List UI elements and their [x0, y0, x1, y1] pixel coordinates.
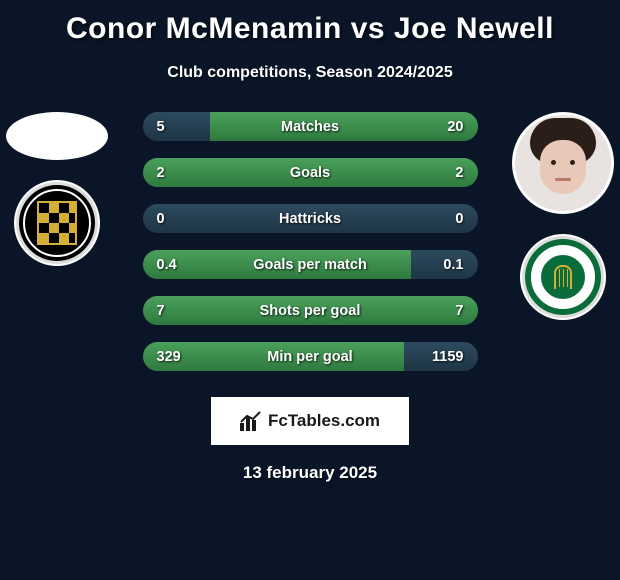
metric-bar: 0 Hattricks 0 — [143, 204, 478, 233]
bar-fill-right — [210, 112, 478, 141]
left-player-column — [2, 112, 112, 266]
metric-right-value: 0 — [455, 211, 463, 227]
subtitle: Club competitions, Season 2024/2025 — [0, 64, 620, 82]
player-face-icon — [523, 118, 603, 208]
hibernian-badge-icon — [525, 239, 601, 315]
metric-left-value: 0 — [157, 211, 165, 227]
date-label: 13 february 2025 — [0, 463, 620, 483]
right-player-column — [508, 112, 618, 320]
metric-label: Hattricks — [279, 211, 341, 227]
metric-label: Matches — [281, 119, 339, 135]
left-player-avatar — [6, 112, 108, 160]
metric-left-value: 0.4 — [157, 257, 177, 273]
st-mirren-badge-icon — [19, 185, 95, 261]
metric-bar: 329 Min per goal 1159 — [143, 342, 478, 371]
bar-fill-right — [310, 158, 478, 187]
metric-right-value: 7 — [455, 303, 463, 319]
right-player-avatar — [512, 112, 614, 214]
page-title: Conor McMenamin vs Joe Newell — [0, 12, 620, 46]
metric-left-value: 7 — [157, 303, 165, 319]
metric-right-value: 1159 — [432, 349, 463, 365]
metric-label: Goals — [290, 165, 330, 181]
bar-fill-left — [143, 158, 311, 187]
metric-bar: 5 Matches 20 — [143, 112, 478, 141]
metric-left-value: 2 — [157, 165, 165, 181]
metric-bar: 0.4 Goals per match 0.1 — [143, 250, 478, 279]
metric-left-value: 5 — [157, 119, 165, 135]
brand-text: FcTables.com — [268, 411, 380, 431]
content-area: 5Matches202Goals20Hattricks00.4Goals per… — [0, 112, 620, 371]
metric-label: Goals per match — [253, 257, 367, 273]
metric-right-value: 20 — [447, 119, 463, 135]
metric-bar: 2 Goals 2 — [143, 158, 478, 187]
brand-logo-icon — [240, 411, 262, 431]
metric-right-value: 2 — [455, 165, 463, 181]
right-club-badge — [520, 234, 606, 320]
left-club-badge — [14, 180, 100, 266]
metric-bar: 7 Shots per goal 7 — [143, 296, 478, 325]
comparison-card: Conor McMenamin vs Joe Newell Club compe… — [0, 0, 620, 483]
metric-label: Shots per goal — [260, 303, 361, 319]
brand-badge: FcTables.com — [211, 397, 409, 445]
metric-left-value: 329 — [157, 349, 181, 365]
metric-label: Min per goal — [267, 349, 352, 365]
metric-bars: 5Matches202Goals20Hattricks00.4Goals per… — [143, 112, 478, 371]
metric-right-value: 0.1 — [443, 257, 463, 273]
